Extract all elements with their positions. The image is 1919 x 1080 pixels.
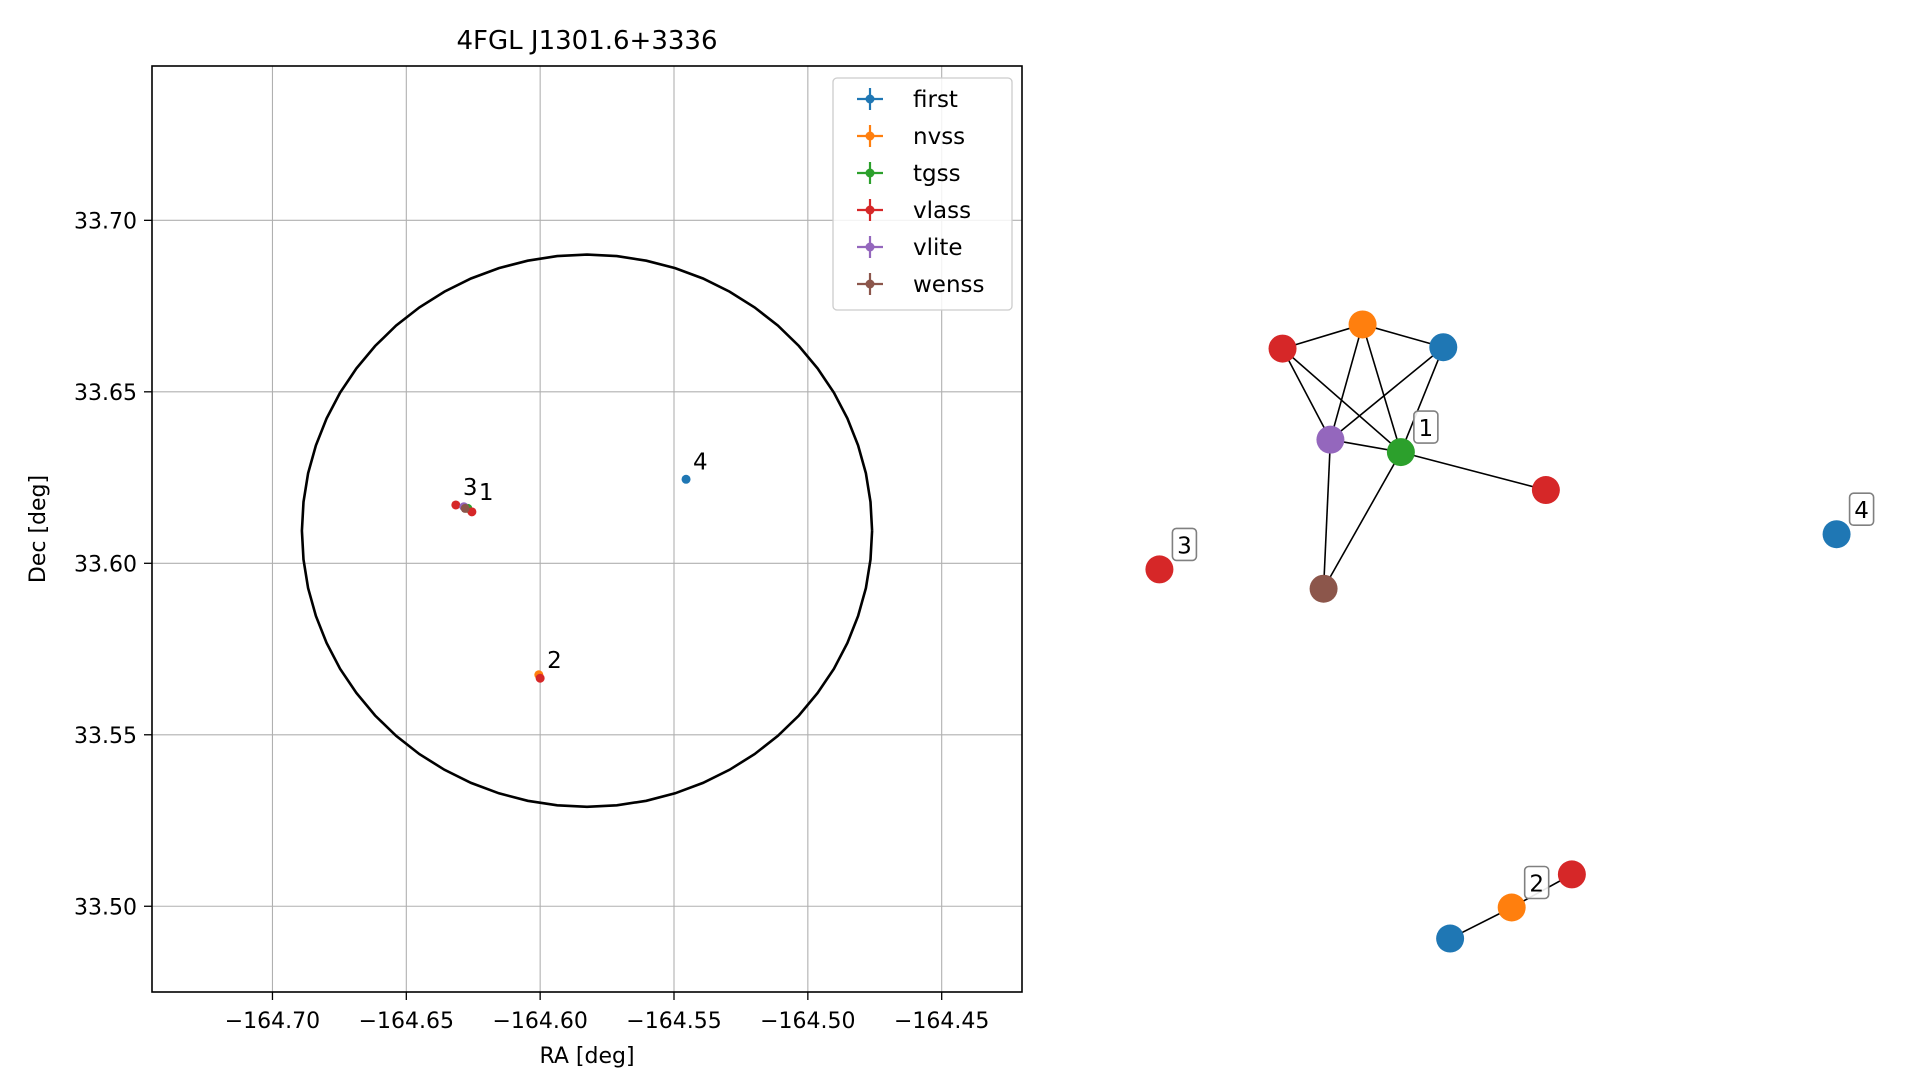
point-annotation: 2 — [547, 648, 562, 674]
point-annotation: 1 — [479, 480, 494, 506]
network-edge — [1400, 346, 1445, 453]
network-node — [1268, 334, 1297, 363]
point-vlass — [535, 673, 545, 683]
position-ellipse-layer — [300, 253, 874, 809]
legend-dot-tgss — [865, 168, 875, 178]
network-node — [1429, 333, 1458, 362]
network-node — [1309, 574, 1338, 603]
network-node — [1316, 425, 1345, 454]
source-points — [451, 474, 691, 683]
network-label-box — [1848, 492, 1875, 527]
x-tick-label: −164.55 — [626, 1009, 721, 1034]
position-ellipse — [300, 253, 874, 809]
network-node — [1436, 924, 1465, 953]
y-tick-label: 33.60 — [74, 552, 137, 577]
network-node — [1386, 438, 1415, 467]
association-network: 1 2 3 4 — [1145, 310, 1875, 953]
legend-label-nvss: nvss — [913, 124, 965, 150]
network-node — [1822, 520, 1851, 549]
y-tick-label: 33.70 — [74, 209, 137, 234]
network-label: 3 — [1177, 533, 1192, 559]
network-edge — [1361, 324, 1402, 453]
network-edge — [1400, 451, 1547, 491]
network-edge — [1322, 439, 1332, 589]
point-wenss — [460, 503, 470, 513]
legend-dot-vlite — [865, 242, 875, 252]
legend-label-vlite: vlite — [913, 235, 963, 261]
y-tick-label: 33.50 — [74, 895, 137, 920]
point-annotations: 1 2 3 4 — [463, 449, 708, 674]
network-node — [1557, 860, 1586, 889]
legend-label-first: first — [913, 87, 958, 113]
x-axis-label: RA [deg] — [539, 1044, 634, 1069]
legend: first nvss tgss vlass vlite wenss — [832, 77, 1013, 311]
network-edge — [1329, 346, 1444, 441]
network-edge — [1329, 324, 1364, 440]
axis-ticks: −164.70 −164.65 −164.60 −164.55 −164.50 −164.… — [74, 209, 989, 1034]
point-first — [681, 474, 691, 484]
network-edge — [1322, 451, 1402, 590]
point-vlass — [451, 500, 461, 510]
x-tick-label: −164.45 — [894, 1009, 989, 1034]
point-annotation: 4 — [693, 449, 708, 475]
network-label: 4 — [1854, 498, 1869, 524]
x-tick-label: −164.70 — [225, 1009, 320, 1034]
chart-title: 4FGL J1301.6+3336 — [457, 26, 718, 56]
sky-position-chart: 1 2 3 4 −164.70 −164.65 −164.60 −164.55 −164.50… — [26, 26, 1023, 1069]
network-node — [1348, 310, 1377, 339]
network-labels: 1 2 3 4 — [1171, 410, 1875, 900]
point-vlass — [467, 507, 477, 517]
x-tick-label: −164.50 — [760, 1009, 855, 1034]
x-tick-label: −164.60 — [492, 1009, 587, 1034]
legend-dot-wenss — [865, 279, 875, 289]
legend-dot-first — [865, 94, 875, 104]
network-nodes — [1145, 310, 1851, 953]
legend-label-vlass: vlass — [913, 198, 971, 224]
x-tick-label: −164.65 — [359, 1009, 454, 1034]
legend-label-tgss: tgss — [913, 161, 961, 187]
y-tick-label: 33.55 — [74, 724, 137, 749]
network-label: 1 — [1419, 416, 1434, 442]
network-edge — [1281, 348, 1332, 441]
point-annotation: 3 — [463, 475, 478, 501]
y-tick-label: 33.65 — [74, 381, 137, 406]
network-label-box — [1413, 410, 1439, 444]
legend-dot-nvss — [865, 131, 875, 141]
legend-dot-vlass — [865, 205, 875, 215]
y-axis-label: Dec [deg] — [26, 475, 51, 583]
network-node — [1497, 893, 1526, 922]
network-label: 2 — [1529, 872, 1544, 898]
network-label-box — [1171, 527, 1198, 562]
network-label-box — [1523, 865, 1550, 900]
network-node — [1145, 555, 1174, 584]
legend-label-wenss: wenss — [913, 272, 985, 298]
network-node — [1531, 476, 1560, 505]
axes-frame — [151, 65, 1023, 993]
